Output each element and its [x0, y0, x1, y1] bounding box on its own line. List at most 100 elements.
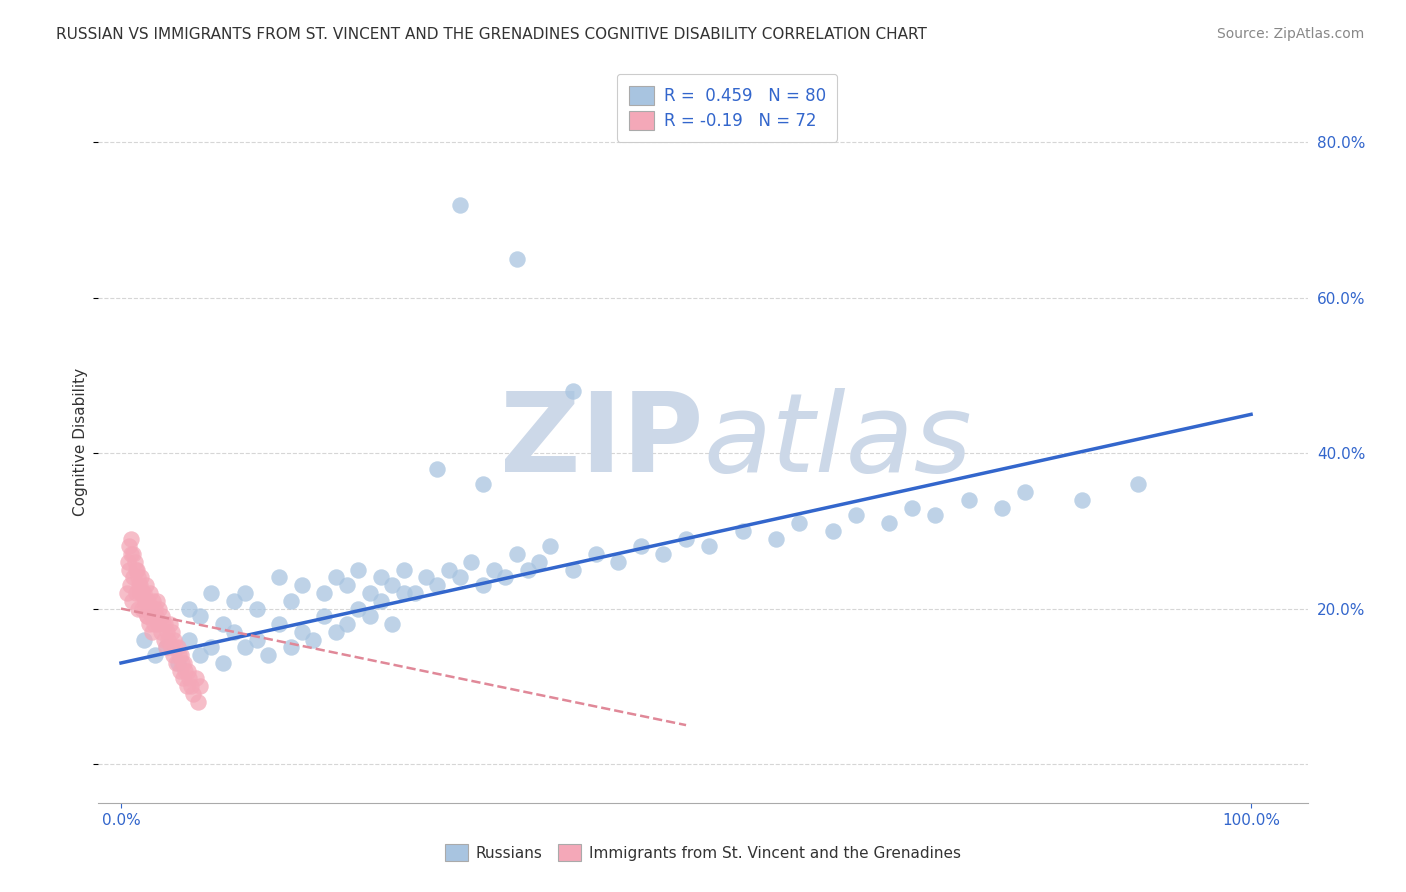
Point	[188, 609, 211, 624]
Point	[585, 547, 607, 561]
Point	[115, 586, 138, 600]
Point	[155, 640, 177, 655]
Point	[188, 679, 211, 693]
Point	[471, 578, 494, 592]
Point	[132, 632, 155, 647]
Point	[142, 617, 165, 632]
Point	[177, 632, 200, 647]
Point	[118, 540, 141, 554]
Point	[176, 679, 198, 693]
Point	[149, 624, 172, 639]
Point	[787, 516, 810, 530]
Point	[148, 601, 170, 615]
Point	[165, 656, 187, 670]
Point	[138, 617, 160, 632]
Point	[482, 563, 505, 577]
Point	[336, 578, 359, 592]
Point	[176, 664, 198, 678]
Point	[180, 679, 202, 693]
Point	[118, 563, 141, 577]
Point	[494, 570, 516, 584]
Point	[562, 563, 585, 577]
Point	[163, 632, 186, 647]
Point	[170, 656, 193, 670]
Point	[538, 540, 561, 554]
Point	[169, 664, 191, 678]
Point	[120, 532, 142, 546]
Point	[139, 586, 162, 600]
Point	[135, 578, 157, 592]
Point	[165, 640, 187, 655]
Point	[347, 601, 370, 615]
Point	[901, 500, 924, 515]
Point	[125, 586, 148, 600]
Point	[166, 656, 188, 670]
Point	[257, 648, 280, 663]
Point	[132, 586, 155, 600]
Point	[562, 384, 585, 398]
Point	[246, 632, 269, 647]
Point	[159, 617, 181, 632]
Point	[166, 640, 188, 655]
Point	[117, 555, 139, 569]
Point	[1070, 492, 1092, 507]
Point	[136, 609, 159, 624]
Point	[122, 570, 145, 584]
Point	[136, 594, 159, 608]
Point	[187, 695, 209, 709]
Point	[150, 609, 173, 624]
Point	[141, 624, 163, 639]
Point	[157, 632, 180, 647]
Point	[121, 594, 143, 608]
Point	[129, 586, 152, 600]
Point	[246, 601, 269, 615]
Point	[141, 609, 163, 624]
Point	[957, 492, 980, 507]
Point	[516, 563, 538, 577]
Point	[200, 640, 222, 655]
Point	[291, 578, 314, 592]
Point	[172, 672, 194, 686]
Point	[1126, 477, 1149, 491]
Point	[143, 601, 166, 615]
Point	[314, 586, 336, 600]
Point	[415, 570, 437, 584]
Point	[211, 617, 233, 632]
Point	[652, 547, 675, 561]
Point	[128, 578, 150, 592]
Point	[153, 632, 176, 647]
Point	[359, 609, 381, 624]
Point	[152, 617, 174, 632]
Point	[879, 516, 901, 530]
Point	[222, 594, 245, 608]
Point	[211, 656, 233, 670]
Legend: R =  0.459   N = 80, R = -0.19   N = 72: R = 0.459 N = 80, R = -0.19 N = 72	[617, 74, 838, 142]
Point	[142, 594, 165, 608]
Point	[177, 601, 200, 615]
Point	[136, 609, 159, 624]
Point	[765, 532, 787, 546]
Point	[370, 570, 392, 584]
Point	[177, 672, 200, 686]
Point	[143, 648, 166, 663]
Text: ZIP: ZIP	[499, 388, 703, 495]
Point	[269, 617, 291, 632]
Point	[607, 555, 630, 569]
Text: RUSSIAN VS IMMIGRANTS FROM ST. VINCENT AND THE GRENADINES COGNITIVE DISABILITY C: RUSSIAN VS IMMIGRANTS FROM ST. VINCENT A…	[56, 27, 927, 42]
Point	[127, 601, 149, 615]
Point	[156, 624, 179, 639]
Point	[924, 508, 946, 523]
Point	[697, 540, 720, 554]
Point	[347, 563, 370, 577]
Point	[162, 648, 184, 663]
Point	[200, 586, 222, 600]
Point	[630, 540, 652, 554]
Point	[291, 624, 314, 639]
Point	[131, 570, 153, 584]
Point	[122, 547, 145, 561]
Text: Source: ZipAtlas.com: Source: ZipAtlas.com	[1216, 27, 1364, 41]
Point	[160, 624, 183, 639]
Point	[269, 570, 291, 584]
Point	[471, 477, 494, 491]
Point	[991, 500, 1014, 515]
